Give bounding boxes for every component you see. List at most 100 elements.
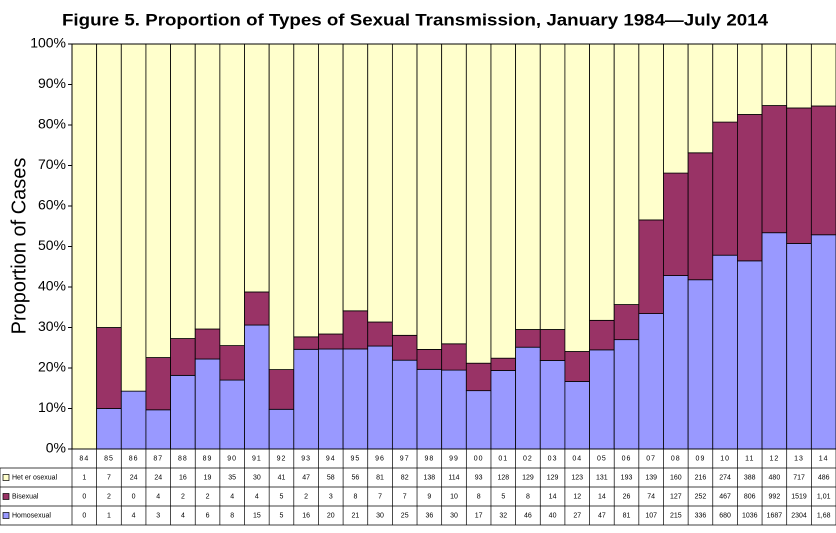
table-cell: 5 <box>280 493 284 500</box>
table-cell: 56 <box>352 474 360 481</box>
table-cell: 0 <box>132 493 136 500</box>
bar-segment <box>219 43 245 346</box>
table-cell: 1687 <box>767 512 783 519</box>
bar-segment <box>515 329 541 348</box>
bar-segment <box>515 43 541 330</box>
bar-segment <box>761 43 788 106</box>
table-cell: 467 <box>719 493 731 500</box>
bar-segment <box>564 43 590 352</box>
legend-label: Homosexual <box>12 512 51 519</box>
table-cell: 806 <box>744 493 756 500</box>
bar-segment <box>441 369 467 450</box>
table-cell: 1,01 <box>817 493 831 500</box>
bar-segment <box>564 381 590 450</box>
table-cell: 0 <box>82 493 86 500</box>
bar-segment <box>515 346 541 450</box>
bar-segment <box>293 348 319 450</box>
legend-key <box>2 512 10 519</box>
bar-segment <box>490 357 517 371</box>
y-tick-label: 60% <box>38 197 66 213</box>
bar-segment <box>96 43 122 328</box>
x-tick-label: 08 <box>671 455 681 462</box>
bar-segment <box>318 348 344 450</box>
table-cell: 16 <box>179 474 187 481</box>
bar-segment <box>120 390 147 450</box>
x-tick-label: 09 <box>696 455 706 462</box>
table-cell: 2304 <box>791 512 807 519</box>
x-tick-label: 88 <box>178 455 188 462</box>
bar-segment <box>663 275 689 450</box>
x-tick-label: 99 <box>449 455 459 462</box>
y-tick-label: 30% <box>38 318 66 334</box>
bar-segment <box>391 359 418 450</box>
table-cell: 0 <box>82 512 86 519</box>
x-tick-label: 14 <box>819 455 829 462</box>
bar-segment <box>194 328 221 360</box>
bar-segment <box>391 43 418 336</box>
bar-segment <box>810 105 836 236</box>
table-cell: 8 <box>526 493 530 500</box>
bar-segment <box>589 43 615 321</box>
table-cell: 2 <box>107 493 111 500</box>
table-cell: 4 <box>255 493 259 500</box>
x-tick-label: 04 <box>572 455 582 462</box>
bar-segment <box>638 219 664 314</box>
x-tick-label: 89 <box>203 455 213 462</box>
bar-segment <box>786 43 812 109</box>
table-cell: 3 <box>329 493 333 500</box>
bar-segment <box>687 279 714 450</box>
table-cell: 717 <box>793 474 805 481</box>
bar-segment <box>342 43 369 312</box>
table-cell: 2 <box>304 493 308 500</box>
bar-segment <box>120 43 147 392</box>
bar-segment <box>170 43 196 339</box>
bar-segment <box>613 43 640 305</box>
table-cell: 81 <box>623 512 631 519</box>
table-cell: 25 <box>401 512 409 519</box>
y-tick-label: 90% <box>38 75 66 91</box>
x-tick-label: 05 <box>597 455 607 462</box>
table-cell: 30 <box>450 512 458 519</box>
table-cell: 252 <box>695 493 707 500</box>
table-cell: 4 <box>181 512 185 519</box>
bar-segment <box>490 370 517 450</box>
x-tick-label: 13 <box>794 455 804 462</box>
table-cell: 1 <box>82 474 86 481</box>
bar-segment <box>342 310 369 350</box>
table-cell: 15 <box>253 512 261 519</box>
bar-segment <box>490 43 517 359</box>
bar-segment <box>465 390 492 450</box>
table-cell: 123 <box>571 474 583 481</box>
table-cell: 129 <box>522 474 534 481</box>
x-tick-label: 97 <box>400 455 410 462</box>
table-cell: 216 <box>695 474 707 481</box>
x-tick-label: 12 <box>769 455 779 462</box>
bar-segment <box>663 172 689 276</box>
table-cell: 24 <box>130 474 138 481</box>
table-cell: 3 <box>156 512 160 519</box>
table-cell: 27 <box>573 512 581 519</box>
bar-segment <box>712 43 738 123</box>
bar-segment <box>318 43 344 335</box>
bar-segment <box>539 360 566 450</box>
chart-title: Figure 5. Proportion of Types of Sexual … <box>62 10 769 29</box>
table-cell: 193 <box>621 474 633 481</box>
bar-segment <box>145 43 171 358</box>
table-cell: 30 <box>253 474 261 481</box>
legend-label: Het er osexual <box>12 474 58 481</box>
table-cell: 114 <box>448 474 459 481</box>
bar-segment <box>293 336 319 350</box>
x-tick-label: 03 <box>548 455 558 462</box>
legend-key <box>2 493 10 500</box>
table-cell: 4 <box>132 512 136 519</box>
table-cell: 274 <box>719 474 731 481</box>
bar-segment <box>737 114 763 262</box>
table-cell: 8 <box>353 493 357 500</box>
bar-segment <box>318 333 344 350</box>
bar-segment <box>663 43 689 174</box>
y-tick-label: 80% <box>38 116 66 132</box>
y-axis-label: Proportion of Cases <box>8 158 30 335</box>
bar-segment <box>737 260 763 450</box>
y-tick-label: 50% <box>38 237 66 253</box>
